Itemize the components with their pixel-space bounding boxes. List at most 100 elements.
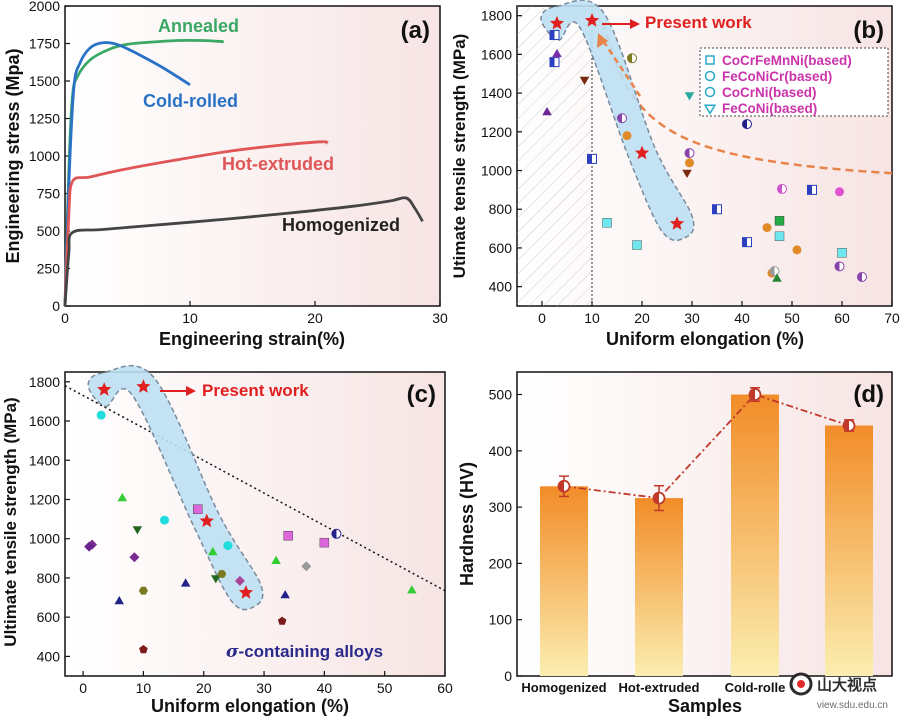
data-point-square bbox=[192, 504, 203, 514]
legend-entry-label: CoCrNi(based) bbox=[722, 85, 817, 100]
panel-c-xtick-label: 0 bbox=[79, 680, 87, 696]
panel-b-ytick-label: 1000 bbox=[481, 163, 512, 179]
data-point-half-circle bbox=[857, 272, 862, 282]
data-point-half-square bbox=[550, 30, 555, 40]
data-point-hexagon bbox=[217, 570, 227, 578]
panel-c-ytick-label: 1600 bbox=[29, 413, 60, 429]
data-point-circle bbox=[792, 245, 802, 255]
data-point-half-square bbox=[712, 204, 717, 214]
panel-a-plot-area bbox=[64, 5, 441, 307]
data-point-pentagon bbox=[139, 645, 148, 654]
panel-b-xlabel: Uniform elongation (%) bbox=[606, 329, 804, 349]
data-point-half-circle bbox=[685, 148, 690, 158]
watermark: 山大视点 view.sdu.edu.cn bbox=[789, 672, 888, 711]
panel-c-xtick-label: 30 bbox=[256, 680, 272, 696]
data-point-diamond bbox=[129, 552, 140, 563]
data-point-triangle-down bbox=[682, 169, 692, 178]
panel-c-xtick-label: 20 bbox=[196, 680, 212, 696]
data-point-triangle bbox=[772, 273, 782, 282]
present-work-star bbox=[238, 585, 254, 599]
panel-a-xtick-label: 0 bbox=[61, 310, 69, 326]
data-point-triangle bbox=[114, 596, 124, 605]
data-point-square bbox=[774, 231, 785, 242]
category-label: Homogenized bbox=[521, 680, 606, 695]
present-work-star bbox=[549, 15, 565, 30]
data-point-circle bbox=[835, 187, 844, 197]
panel-b-ytick-label: 800 bbox=[489, 201, 513, 217]
panel-b-ylabel: Utimate tensile strength (MPa) bbox=[450, 34, 469, 279]
panel-a-xlabel: Engineering strain(%) bbox=[159, 329, 345, 349]
panel-c-xlabel: Uniform elongation (%) bbox=[151, 696, 349, 716]
legend-marker-circle bbox=[704, 86, 716, 98]
present-work-star bbox=[584, 13, 600, 27]
panel-b-literature-points bbox=[542, 30, 867, 282]
series-label-hot-extruded: Hot-extruded bbox=[222, 154, 334, 174]
data-point-triangle bbox=[552, 48, 562, 58]
data-point-half-square bbox=[742, 237, 747, 247]
panel-b-xtick-label: 0 bbox=[538, 310, 546, 326]
panel-d-connecting-line bbox=[563, 393, 850, 500]
panel-d-ticks: 0 100 200 300 400 500 bbox=[489, 387, 522, 684]
data-point-triangle-down bbox=[211, 575, 221, 584]
legend-marker-square bbox=[705, 55, 715, 65]
present-work-star bbox=[136, 379, 151, 393]
present-work-star bbox=[634, 145, 650, 160]
data-point-square bbox=[602, 218, 612, 228]
panel-b-arrowhead bbox=[630, 19, 640, 29]
panel-a-ytick-label: 250 bbox=[37, 261, 61, 277]
data-point-hexagon bbox=[138, 586, 148, 595]
watermark-eye-pupil-icon bbox=[797, 680, 805, 688]
hardness-marker-fill bbox=[653, 492, 659, 504]
data-point-half-square bbox=[807, 185, 812, 195]
panel-b-ytick-label: 1200 bbox=[481, 124, 512, 140]
panel-c-caption-text: -containing alloys bbox=[239, 642, 384, 661]
data-point-triangle bbox=[407, 585, 417, 594]
panel-b-xtick-label: 30 bbox=[684, 310, 700, 326]
watermark-brand: 山大视点 bbox=[817, 676, 877, 694]
data-point-circle bbox=[96, 410, 106, 420]
panel-d-ytick-label: 100 bbox=[489, 612, 513, 628]
panel-d-hardness: 0 100 200 300 400 500 Homogenized Hot-extruded… bbox=[457, 371, 893, 716]
panel-d-ylabel: Hardness (HV) bbox=[457, 462, 477, 586]
data-point-circle bbox=[685, 158, 694, 168]
panel-b-present-work-points bbox=[549, 13, 685, 230]
panel-b-uts-vs-elongation: 0 10 20 30 40 50 60 70 400 600 800 1000 1200 1400 1600… bbox=[450, 0, 900, 349]
panel-d-ytick-label: 400 bbox=[489, 443, 513, 459]
panel-c-ytick-label: 1000 bbox=[29, 531, 60, 547]
panel-b-hatched-region bbox=[517, 6, 592, 306]
hardness-bar bbox=[825, 425, 873, 676]
panel-b-xtick-label: 60 bbox=[834, 310, 850, 326]
panel-b-ytick-label: 1400 bbox=[481, 85, 512, 101]
series-label-homogenized: Homogenized bbox=[282, 215, 400, 235]
data-point-triangle bbox=[542, 107, 552, 116]
panel-c-present-work-region bbox=[87, 365, 264, 611]
legend-entry-label: FeCoNi(based) bbox=[722, 101, 817, 116]
panel-c-xtick-label: 10 bbox=[136, 680, 152, 696]
panel-d-markers bbox=[557, 387, 856, 512]
series-label-annealed: Annealed bbox=[158, 16, 239, 36]
panel-a-ytick-label: 750 bbox=[37, 186, 61, 202]
hardness-bar bbox=[635, 498, 683, 676]
data-point-triangle bbox=[117, 493, 128, 502]
panel-a-ytick-label: 1500 bbox=[29, 73, 60, 89]
panel-d-ytick-label: 300 bbox=[489, 499, 513, 515]
panel-d-label: (d) bbox=[853, 381, 884, 408]
panel-a-ylabel: Engineering stress (Mpa) bbox=[3, 48, 23, 263]
data-point-square bbox=[774, 216, 785, 226]
panel-c-literature-points bbox=[84, 410, 417, 654]
data-point-triangle-down bbox=[684, 92, 695, 101]
data-point-square bbox=[837, 248, 847, 258]
panel-b-xtick-label: 10 bbox=[584, 310, 600, 326]
panel-a-label: (a) bbox=[401, 17, 430, 44]
panel-c-label: (c) bbox=[407, 381, 436, 408]
legend-marker-circle bbox=[704, 70, 716, 82]
data-point-diamond bbox=[234, 575, 245, 586]
panel-c-trend-line bbox=[64, 385, 446, 592]
data-point-half-square bbox=[550, 57, 555, 67]
data-point-triangle-down bbox=[132, 526, 143, 535]
panel-a-ytick-label: 1250 bbox=[29, 111, 60, 127]
panel-b-xtick-label: 40 bbox=[734, 310, 750, 326]
series-line-cold-rolled bbox=[63, 41, 191, 307]
series-label-cold-rolled: Cold-rolled bbox=[143, 91, 238, 111]
